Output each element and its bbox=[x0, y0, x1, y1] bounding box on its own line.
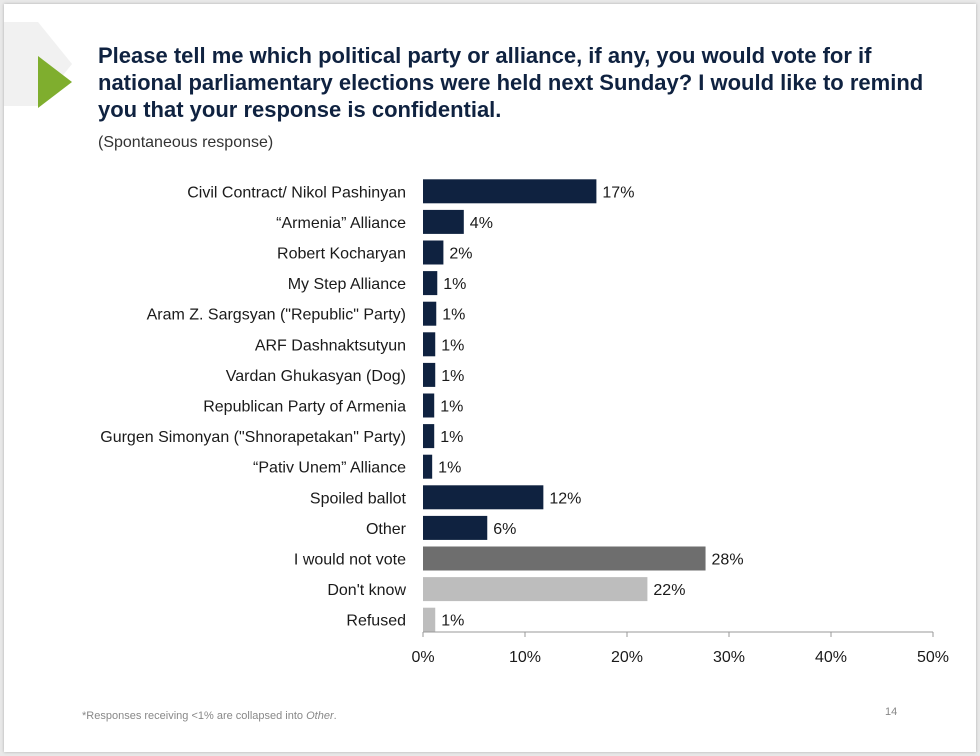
category-label: Gurgen Simonyan ("Shnorapetakan" Party) bbox=[100, 429, 406, 446]
data-label: 1% bbox=[441, 337, 464, 354]
bar bbox=[423, 179, 597, 204]
bar bbox=[423, 209, 464, 234]
bar bbox=[423, 454, 433, 479]
data-label: 4% bbox=[470, 215, 493, 232]
bar bbox=[423, 332, 436, 357]
footnote: *Responses receiving <1% are collapsed i… bbox=[82, 710, 337, 722]
category-label: Republican Party of Armenia bbox=[203, 399, 406, 416]
category-label: Civil Contract/ Nikol Pashinyan bbox=[187, 184, 406, 201]
data-label: 28% bbox=[712, 552, 744, 569]
x-tick-label: 40% bbox=[815, 649, 847, 666]
category-label: Aram Z. Sargsyan ("Republic" Party) bbox=[147, 307, 406, 324]
data-label: 1% bbox=[441, 368, 464, 385]
x-tick-label: 20% bbox=[611, 649, 643, 666]
category-label: Refused bbox=[346, 613, 406, 630]
category-label: Other bbox=[366, 521, 407, 538]
data-label: 12% bbox=[549, 490, 581, 507]
x-tick-label: 30% bbox=[713, 649, 745, 666]
data-label: 17% bbox=[602, 184, 634, 201]
category-label: “Pativ Unem” Alliance bbox=[253, 460, 406, 477]
x-tick-label: 10% bbox=[509, 649, 541, 666]
category-label: “Armenia” Alliance bbox=[276, 215, 406, 232]
bar bbox=[423, 362, 436, 387]
category-label: Spoiled ballot bbox=[310, 490, 407, 507]
bar bbox=[423, 546, 706, 571]
footnote-end: . bbox=[333, 710, 337, 722]
category-label: Robert Kocharyan bbox=[277, 246, 406, 263]
bar bbox=[423, 485, 544, 510]
data-label: 2% bbox=[449, 246, 472, 263]
bar bbox=[423, 607, 436, 632]
slide-title: Please tell me which political party or … bbox=[98, 43, 924, 122]
data-label: 1% bbox=[440, 429, 463, 446]
data-label: 1% bbox=[443, 276, 466, 293]
category-label: Vardan Ghukasyan (Dog) bbox=[226, 368, 406, 385]
slide: Please tell me which political party or … bbox=[4, 4, 976, 752]
category-label: Don't know bbox=[327, 582, 406, 599]
data-label: 6% bbox=[493, 521, 516, 538]
triangle-arrow-icon bbox=[4, 22, 72, 108]
footnote-text: *Responses receiving <1% are collapsed i… bbox=[82, 710, 307, 722]
page-number: 14 bbox=[885, 706, 898, 718]
category-label: I would not vote bbox=[294, 552, 406, 569]
slide-subtitle: (Spontaneous response) bbox=[98, 134, 274, 151]
bar bbox=[423, 240, 444, 265]
x-tick-label: 0% bbox=[411, 649, 434, 666]
category-label: My Step Alliance bbox=[288, 276, 406, 293]
data-label: 1% bbox=[442, 307, 465, 324]
bar bbox=[423, 271, 438, 296]
category-label: ARF Dashnaktsutyun bbox=[255, 337, 406, 354]
bar bbox=[423, 393, 435, 418]
bar bbox=[423, 424, 435, 449]
data-label: 1% bbox=[440, 399, 463, 416]
bar bbox=[423, 577, 648, 602]
bar bbox=[423, 301, 437, 326]
data-label: 22% bbox=[653, 582, 685, 599]
bar bbox=[423, 515, 488, 540]
footnote-other: Other bbox=[306, 710, 334, 722]
x-tick-label: 50% bbox=[917, 649, 949, 666]
data-label: 1% bbox=[438, 460, 461, 477]
data-label: 1% bbox=[441, 613, 464, 630]
